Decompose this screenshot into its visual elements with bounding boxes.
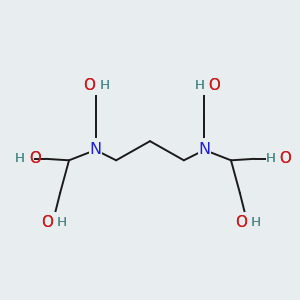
Text: H: H <box>195 79 205 92</box>
Text: N: N <box>89 142 102 158</box>
Text: O: O <box>41 214 53 230</box>
Text: H: H <box>195 79 205 92</box>
Text: O: O <box>275 151 292 166</box>
Text: H: H <box>95 79 110 92</box>
Text: O: O <box>275 151 292 166</box>
Text: H: H <box>53 216 67 229</box>
Text: O: O <box>25 151 42 166</box>
Text: O: O <box>25 151 42 166</box>
Text: H: H <box>265 152 275 165</box>
Text: O: O <box>205 78 221 93</box>
Text: N: N <box>198 142 211 158</box>
Text: O: O <box>83 78 95 93</box>
Text: H: H <box>247 216 261 229</box>
Text: O: O <box>205 78 221 93</box>
Text: H: H <box>15 152 25 165</box>
Text: O: O <box>235 214 247 230</box>
Text: O: O <box>235 214 247 230</box>
Text: N: N <box>89 142 102 158</box>
Text: O: O <box>83 78 95 93</box>
Text: O: O <box>41 214 53 230</box>
Text: H: H <box>15 152 25 165</box>
Text: H: H <box>53 216 67 229</box>
Text: H: H <box>95 79 110 92</box>
Text: H: H <box>265 152 275 165</box>
Text: N: N <box>198 142 211 158</box>
Text: H: H <box>247 216 261 229</box>
